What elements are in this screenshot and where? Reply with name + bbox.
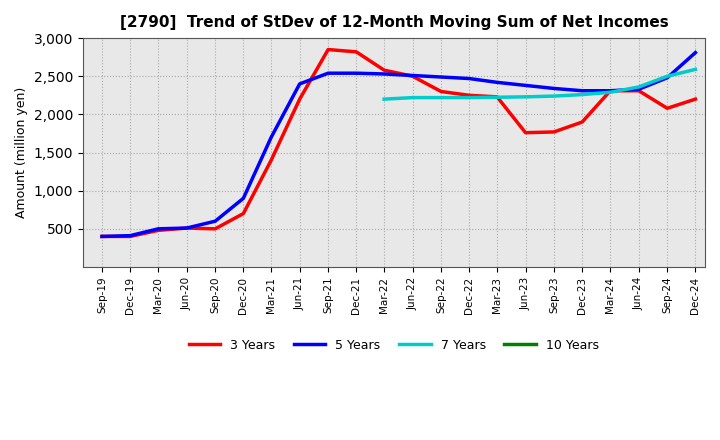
Y-axis label: Amount (million yen): Amount (million yen) bbox=[15, 87, 28, 218]
Legend: 3 Years, 5 Years, 7 Years, 10 Years: 3 Years, 5 Years, 7 Years, 10 Years bbox=[184, 334, 603, 357]
Title: [2790]  Trend of StDev of 12-Month Moving Sum of Net Incomes: [2790] Trend of StDev of 12-Month Moving… bbox=[120, 15, 668, 30]
